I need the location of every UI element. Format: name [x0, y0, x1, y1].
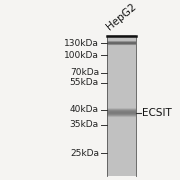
Text: 100kDa: 100kDa: [64, 51, 99, 60]
Text: 70kDa: 70kDa: [70, 68, 99, 77]
Text: ECSIT: ECSIT: [142, 108, 172, 118]
Text: 25kDa: 25kDa: [70, 149, 99, 158]
Text: HepG2: HepG2: [105, 1, 138, 32]
Text: 55kDa: 55kDa: [70, 78, 99, 87]
Text: 35kDa: 35kDa: [70, 120, 99, 129]
Text: 130kDa: 130kDa: [64, 39, 99, 48]
Text: 40kDa: 40kDa: [70, 105, 99, 114]
